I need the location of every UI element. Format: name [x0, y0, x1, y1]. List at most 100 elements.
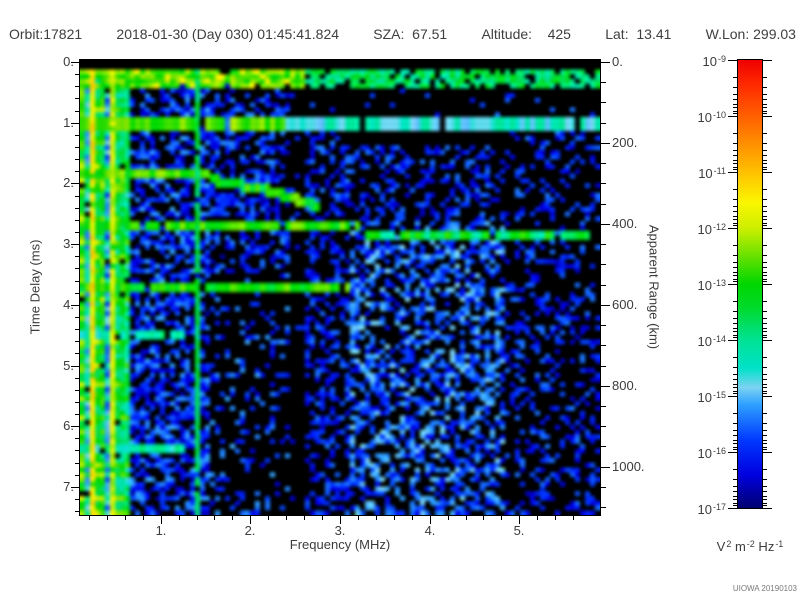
y2-axis-minor-tick: [601, 163, 606, 164]
colorbar-minor-tick-right: [763, 189, 767, 190]
colorbar-minor-tick-right: [763, 335, 767, 336]
colorbar-minor-tick-left: [733, 323, 737, 324]
colorbar-minor-tick-left: [733, 469, 737, 470]
x-axis-minor-tick: [358, 516, 359, 520]
colorbar-minor-tick-left: [733, 275, 737, 276]
colorbar-major-tick-right: [763, 508, 772, 509]
watermark: UIOWA 20190103: [732, 584, 797, 593]
y-axis-minor-tick: [75, 268, 80, 269]
colorbar-minor-tick-left: [733, 216, 737, 217]
colorbar-minor-tick-left: [733, 499, 737, 500]
colorbar-minor-tick-left: [733, 311, 737, 312]
colorbar-minor-tick-left: [733, 423, 737, 424]
colorbar-major-tick-right: [763, 284, 772, 285]
spectrogram-canvas: [80, 60, 600, 515]
colorbar-tick-exponent: -14: [712, 334, 726, 344]
colorbar-minor-tick-right: [763, 255, 767, 256]
y2-axis-major-tick: [601, 143, 610, 144]
y-axis-major-tick: [71, 123, 80, 124]
colorbar-minor-tick-right: [763, 337, 767, 338]
y-axis-minor-tick: [75, 378, 80, 379]
colorbar-minor-tick-left: [733, 206, 737, 207]
colorbar-minor-tick-left: [733, 443, 737, 444]
y-axis-minor-tick: [75, 86, 80, 87]
colorbar-minor-tick-right: [763, 496, 767, 497]
colorbar-minor-tick-right: [763, 367, 767, 368]
y-axis-major-tick: [71, 305, 80, 306]
colorbar-tick-label: 10-12: [697, 222, 726, 237]
colorbar-minor-tick-left: [733, 155, 737, 156]
x-axis-tick-label: 3.: [334, 523, 346, 538]
y-axis-tick-label: 1.: [63, 115, 74, 130]
colorbar-minor-tick-left: [733, 104, 737, 105]
colorbar-minor-tick-left: [733, 133, 737, 134]
colorbar-minor-tick-left: [733, 272, 737, 273]
colorbar-minor-tick-right: [763, 374, 767, 375]
colorbar-tick-label: 10-15: [697, 390, 726, 405]
x-axis-minor-tick: [376, 516, 377, 520]
colorbar-major-tick-left: [728, 228, 737, 229]
y2-axis-title: Apparent Range (km): [646, 224, 662, 350]
colorbar-unit-label: V2 m-2 Hz-1: [690, 539, 800, 554]
x-axis-minor-tick: [322, 516, 323, 520]
colorbar-minor-tick-right: [763, 331, 767, 332]
y2-axis-minor-tick: [601, 102, 606, 103]
colorbar-minor-tick-right: [763, 479, 767, 480]
colorbar-minor-tick-right: [763, 503, 767, 504]
colorbar-minor-tick-left: [733, 337, 737, 338]
colorbar-minor-tick-right: [763, 469, 767, 470]
header-bar: Orbit:17821 2018-01-30 (Day 030) 01:45:4…: [9, 26, 796, 42]
colorbar-minor-tick-left: [733, 189, 737, 190]
sza-label: SZA: 67.51: [373, 26, 448, 42]
x-axis-tick-label: 5.: [513, 523, 525, 538]
x-axis-minor-tick: [214, 516, 215, 520]
colorbar-major-tick-right: [763, 60, 772, 61]
x-axis-major-tick: [430, 516, 431, 524]
x-axis-minor-tick: [107, 516, 108, 520]
y-axis-major-tick: [71, 426, 80, 427]
colorbar-minor-tick-right: [763, 279, 767, 280]
colorbar-minor-tick-left: [733, 447, 737, 448]
x-axis-minor-tick: [304, 516, 305, 520]
colorbar-tick-exponent: -12: [712, 222, 726, 232]
colorbar-minor-tick-right: [763, 77, 767, 78]
colorbar-minor-tick-left: [733, 143, 737, 144]
colorbar-tick-exponent: -13: [712, 278, 726, 288]
colorbar-minor-tick-left: [733, 113, 737, 114]
colorbar-minor-tick-left: [733, 391, 737, 392]
colorbar-minor-tick-right: [763, 167, 767, 168]
colorbar-minor-tick-right: [763, 87, 767, 88]
colorbar-tick-exponent: -16: [712, 446, 726, 456]
colorbar-major-tick-left: [728, 284, 737, 285]
y-axis-minor-tick: [75, 450, 80, 451]
y-axis-minor-tick: [75, 159, 80, 160]
colorbar-minor-tick-left: [733, 94, 737, 95]
unit-text: V: [716, 539, 726, 554]
y-axis-minor-tick: [75, 438, 80, 439]
colorbar-minor-tick-left: [733, 107, 737, 108]
colorbar-frame: [737, 59, 763, 509]
colorbar-tick-exponent: -9: [717, 54, 726, 64]
y2-axis-tick-label: 600.: [612, 297, 638, 312]
y2-axis-minor-tick: [601, 244, 606, 245]
unit-exponent: -1: [775, 539, 784, 549]
y2-axis-minor-tick: [601, 345, 606, 346]
colorbar-minor-tick-left: [733, 430, 737, 431]
colorbar-minor-tick-right: [763, 301, 767, 302]
y-axis-minor-tick: [75, 390, 80, 391]
y2-axis-minor-tick: [601, 406, 606, 407]
colorbar-minor-tick-right: [763, 94, 767, 95]
colorbar-minor-tick-right: [763, 206, 767, 207]
colorbar-minor-tick-left: [733, 211, 737, 212]
colorbar-minor-tick-right: [763, 160, 767, 161]
colorbar-minor-tick-left: [733, 328, 737, 329]
x-axis-minor-tick: [125, 516, 126, 520]
colorbar-minor-tick-left: [733, 301, 737, 302]
colorbar-minor-tick-left: [733, 219, 737, 220]
colorbar-minor-tick-right: [763, 318, 767, 319]
colorbar-minor-tick-left: [733, 503, 737, 504]
x-axis-tick-label: 1.: [155, 523, 167, 538]
datetime-label: 2018-01-30 (Day 030) 01:45:41.824: [116, 26, 340, 42]
y-axis-minor-tick: [75, 196, 80, 197]
